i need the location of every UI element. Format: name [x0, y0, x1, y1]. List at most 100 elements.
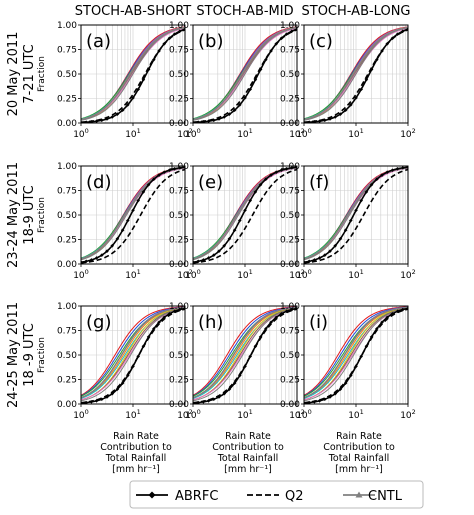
abrfc-marker — [115, 112, 120, 116]
x-axis-label-line: Contribution to — [100, 442, 172, 453]
abrfc-marker — [89, 120, 94, 123]
y-axis-label-text: Fraction — [37, 337, 47, 373]
y-tick-label: 1.00 — [280, 302, 300, 312]
y-tick-label: 0.25 — [169, 95, 189, 105]
abrfc-marker — [167, 36, 172, 41]
abrfc-marker — [167, 168, 172, 172]
abrfc-marker — [349, 103, 353, 107]
y-axis-label: Fraction — [37, 197, 47, 233]
row-title: 24-25 May 2011 18 -9 UTC — [6, 302, 37, 408]
y-tick-label: 0.25 — [169, 236, 189, 246]
abrfc-marker — [264, 177, 268, 182]
abrfc-marker — [375, 177, 379, 182]
abrfc-marker — [212, 253, 216, 257]
panel-label: (f) — [309, 172, 329, 193]
abrfc-marker — [201, 258, 206, 262]
abrfc-marker — [157, 49, 161, 53]
y-tick-label: 0.50 — [57, 351, 77, 361]
abrfc-marker — [89, 258, 94, 262]
abrfc-marker — [401, 166, 405, 170]
abrfc-marker — [232, 381, 237, 385]
cntl-line — [81, 26, 185, 121]
row-title-line: 20 May 2011 — [6, 32, 21, 117]
abrfc-marker — [206, 256, 211, 260]
y-tick-label: 0.25 — [280, 236, 300, 246]
abrfc-marker — [284, 309, 289, 314]
abrfc-marker — [136, 198, 140, 203]
abrfc-marker — [110, 243, 114, 248]
series-lines — [81, 26, 185, 123]
y-tick-label: 0.50 — [57, 211, 77, 221]
abrfc-marker — [206, 399, 211, 403]
y-tick-label: 0.00 — [169, 400, 189, 410]
y-tick-label: 0.50 — [280, 211, 300, 221]
abrfc-marker — [89, 400, 94, 404]
abrfc-marker — [248, 87, 252, 92]
row-title: 20 May 2011 7-21 UTC — [6, 32, 37, 117]
abrfc-marker — [115, 236, 120, 241]
abrfc-marker — [359, 87, 363, 92]
abrfc-marker — [369, 67, 374, 72]
abrfc-marker — [269, 173, 273, 177]
x-tick-label: 101 — [237, 408, 253, 421]
abrfc-marker — [120, 108, 125, 113]
row-title-line: 18-9 UTC — [22, 185, 37, 244]
y-tick-label: 0.25 — [57, 376, 77, 386]
abrfc-marker — [196, 259, 200, 264]
abrfc-marker — [284, 32, 289, 36]
ensemble-member-line — [304, 308, 408, 401]
abrfc-marker — [323, 118, 327, 123]
abrfc-marker — [105, 117, 109, 121]
abrfc-marker — [279, 312, 284, 316]
abrfc-marker — [84, 120, 88, 123]
abrfc-marker — [279, 36, 284, 41]
cntl-line — [193, 306, 297, 399]
abrfc-marker — [258, 335, 263, 339]
series-lines — [193, 166, 297, 264]
legend-marker — [355, 491, 363, 498]
abrfc-marker — [369, 335, 374, 339]
abrfc-marker — [349, 218, 353, 223]
y-axis-label-text: Fraction — [37, 56, 47, 92]
abrfc-marker — [380, 320, 384, 325]
abrfc-marker — [146, 182, 151, 187]
y-tick-label: 0.00 — [280, 400, 300, 410]
abrfc-marker — [395, 32, 400, 36]
panel-label: (b) — [198, 31, 223, 52]
row-title: 23-24 May 2011 18-9 UTC — [6, 162, 37, 268]
abrfc-marker — [258, 67, 263, 72]
abrfc-marker — [253, 77, 258, 82]
x-tick-label: 102 — [400, 127, 416, 140]
column-title: STOCH-AB-MID — [196, 4, 293, 19]
ensemble-member-line — [81, 308, 185, 401]
ensemble-member-line — [81, 306, 185, 396]
cntl-line — [304, 306, 408, 399]
abrfc-marker — [269, 320, 273, 325]
gridlines — [303, 166, 408, 264]
x-tick-label: 101 — [348, 127, 364, 140]
abrfc-marker — [222, 115, 226, 119]
abrfc-marker — [380, 49, 384, 53]
panel-label: (g) — [86, 312, 111, 333]
abrfc-marker — [333, 391, 337, 396]
abrfc-marker — [178, 307, 182, 312]
abrfc-marker — [395, 309, 400, 314]
abrfc-marker — [307, 259, 311, 264]
q2-line — [81, 29, 185, 123]
abrfc-marker — [274, 315, 278, 320]
abrfc-marker — [126, 218, 130, 223]
x-tick-label: 101 — [237, 127, 253, 140]
legend-label: ABRFC — [175, 489, 218, 504]
panel-label: (h) — [198, 312, 223, 333]
y-tick-label: 1.00 — [280, 21, 300, 31]
ensemble-member-line — [81, 307, 185, 402]
abrfc-marker — [131, 208, 135, 213]
y-tick-label: 0.00 — [57, 400, 77, 410]
abrfc-marker — [338, 236, 343, 241]
abrfc-marker — [206, 119, 211, 123]
legend-item: ABRFC — [136, 489, 218, 504]
